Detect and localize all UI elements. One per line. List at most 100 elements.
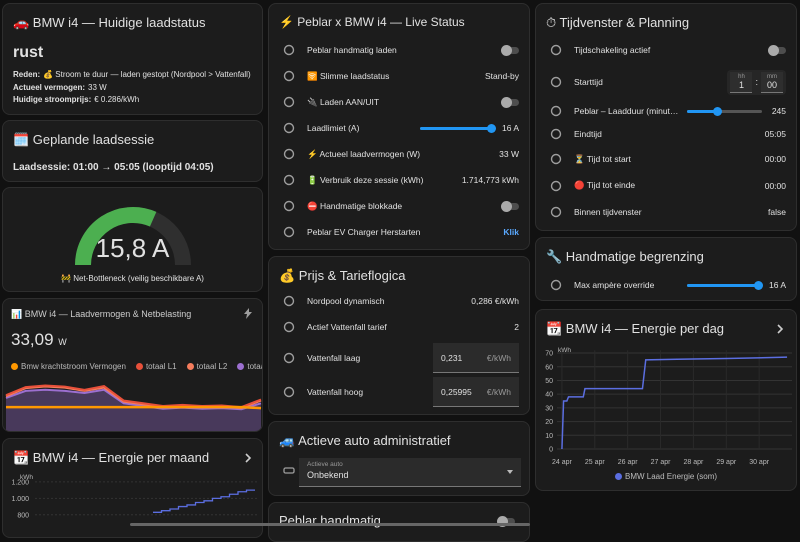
row-icon bbox=[283, 295, 295, 307]
time-field-value: 1 bbox=[738, 79, 744, 90]
row-icon bbox=[283, 122, 295, 134]
y-tick-label: 60 bbox=[545, 364, 553, 371]
entity-name: Nordpool dynamisch bbox=[307, 296, 385, 306]
entity-row: Vattenfall hoog 0,25995 €/kWh bbox=[269, 376, 529, 408]
entity-name: Actief Vattenfall tarief bbox=[307, 322, 387, 332]
entity-row: Nordpool dynamisch 0,286 €/kWh bbox=[269, 288, 529, 314]
icon-shape bbox=[283, 70, 295, 82]
series-line bbox=[6, 405, 262, 410]
toggle[interactable] bbox=[501, 96, 519, 108]
row-icon bbox=[550, 128, 562, 139]
select[interactable]: Actieve auto Onbekend bbox=[299, 458, 521, 487]
entity-value: 2 bbox=[514, 322, 519, 332]
charge-state: rust bbox=[13, 44, 44, 61]
month-card: 📆 BMW i4 — Energie per maand kWh 1.200 1.0… bbox=[2, 438, 263, 538]
rows: Tijdschakeling actief Starttijd hh 1: mm 00 Pe… bbox=[536, 37, 796, 225]
entity-row: Peblar handmatig laden bbox=[269, 37, 529, 63]
number-input[interactable]: 0,231 €/kWh bbox=[433, 343, 519, 373]
entity-name: 🔋 Verbruik deze sessie (kWh) bbox=[307, 174, 424, 185]
entity-row: ⏳ Tijd tot start 00:00 bbox=[536, 146, 796, 172]
toggle-knob bbox=[501, 96, 512, 108]
icon-shape bbox=[550, 279, 562, 291]
action-button[interactable]: Klik bbox=[503, 227, 519, 237]
row-icon bbox=[283, 200, 295, 212]
entity-row: ⛔ Handmatige blokkade bbox=[269, 193, 529, 219]
legend: BMW Laad Energie (som) bbox=[536, 472, 796, 481]
card-title: 💰 Prijs & Tarieflogica bbox=[279, 268, 406, 283]
icon-shape bbox=[283, 122, 295, 134]
slider-knob[interactable] bbox=[487, 123, 497, 133]
y-tick-label: 70 bbox=[545, 351, 553, 358]
detail-label: Huidige stroomprijs: bbox=[13, 95, 92, 104]
entity-row: Binnen tijdvenster false bbox=[536, 199, 796, 225]
time-field-value: 00 bbox=[766, 79, 777, 90]
icon-shape bbox=[283, 226, 295, 238]
series-line bbox=[5, 384, 262, 409]
select-label: Actieve auto bbox=[307, 461, 343, 468]
entity-value: 00:00 bbox=[764, 154, 786, 164]
x-tick-label: 27 apr bbox=[651, 459, 672, 466]
entity-value: 0,286 €/kWh bbox=[471, 296, 519, 306]
entity-name: Tijdschakeling actief bbox=[574, 45, 651, 55]
x-tick-label: 26 apr bbox=[618, 459, 639, 466]
details: Reden: 💰 Stroom te duur — laden gestopt (… bbox=[13, 69, 251, 107]
entity-row: Starttijd hh 1: mm 00 bbox=[536, 63, 796, 101]
icon-shape bbox=[550, 76, 562, 88]
entity-name: Peblar handmatig laden bbox=[307, 45, 397, 55]
x-tick-label: 30 apr bbox=[749, 459, 770, 466]
icon-shape bbox=[550, 105, 562, 117]
entity-row: ⚡ Actueel laadvermogen (W) 33 W bbox=[269, 141, 529, 167]
chevron[interactable] bbox=[245, 453, 252, 463]
slider-track[interactable] bbox=[687, 106, 762, 116]
entity-value: 1.714,773 kWh bbox=[461, 175, 519, 185]
y-tick-label: 0 bbox=[549, 447, 553, 454]
row-icon bbox=[550, 44, 562, 56]
toggle[interactable] bbox=[497, 516, 515, 527]
icon-shape bbox=[550, 153, 562, 165]
day-card: 📆 BMW i4 — Energie per dag kWh 0 10 20 30 40 5… bbox=[535, 309, 797, 491]
y-tick-label: 10 bbox=[545, 433, 553, 440]
icon-shape bbox=[283, 174, 295, 186]
detail-line: Actueel vermogen: 33 W bbox=[13, 82, 251, 95]
slider-track[interactable] bbox=[420, 123, 497, 133]
detail-line: Reden: 💰 Stroom te duur — laden gestopt (… bbox=[13, 69, 251, 82]
slider-knob[interactable] bbox=[754, 280, 764, 290]
toggle[interactable] bbox=[501, 44, 519, 56]
series-line bbox=[561, 356, 788, 450]
row-icon bbox=[550, 180, 562, 191]
toggle[interactable] bbox=[768, 44, 786, 56]
chevron[interactable] bbox=[777, 324, 784, 334]
scrollbar[interactable] bbox=[130, 523, 530, 526]
price-card: 💰 Prijs & Tarieflogica Nordpool dynamisc… bbox=[268, 256, 530, 415]
time-field[interactable]: mm 00 bbox=[761, 71, 783, 93]
entity-name: ⏳ Tijd tot start bbox=[574, 153, 631, 164]
entity-name: ⚡ Actueel laadvermogen (W) bbox=[307, 148, 421, 159]
legend-item: totaal L1 bbox=[135, 362, 177, 371]
icon-shape bbox=[283, 148, 295, 160]
axis-unit: kWh bbox=[20, 474, 33, 481]
entity-row: 🔌 Laden AAN/UIT bbox=[269, 89, 529, 115]
number-input[interactable]: 0,25995 €/kWh bbox=[433, 377, 519, 407]
car-icon bbox=[283, 467, 295, 474]
current-power: 33,09 W bbox=[11, 330, 67, 350]
slider-fill bbox=[687, 283, 759, 287]
dashboard: 🚗 BMW i4 — Huidige laadstatus rust Reden… bbox=[2, 3, 797, 542]
card-title: 🗓️ Geplande laadsessie bbox=[13, 132, 155, 147]
slider-track[interactable] bbox=[687, 280, 764, 290]
time-field[interactable]: hh 1 bbox=[730, 71, 753, 93]
gauge-value: 15,8 A bbox=[95, 233, 170, 263]
slider-knob[interactable] bbox=[713, 106, 723, 116]
toggle[interactable] bbox=[501, 200, 519, 212]
entity-name: Laadlimiet (A) bbox=[307, 123, 360, 133]
card-title: 📊 BMW i4 — Laadvermogen & Netbelasting bbox=[11, 309, 192, 319]
time-card: ⏱ Tijdvenster & Planning Tijdschakeling … bbox=[535, 3, 797, 231]
detail-value: 33 W bbox=[88, 82, 107, 92]
icon-shape bbox=[283, 44, 295, 56]
entity-row: Vattenfall laag 0,231 €/kWh bbox=[269, 340, 529, 376]
slider-value: 245 bbox=[771, 106, 786, 116]
entity-name: Vattenfall laag bbox=[307, 353, 361, 363]
power-card: 📊 BMW i4 — Laadvermogen & Netbelasting 3… bbox=[2, 298, 263, 432]
detail-value: 💰 Stroom te duur — laden gestopt (Nordpo… bbox=[43, 70, 251, 79]
slider-value: 16 A bbox=[501, 123, 519, 133]
slider-value: 16 A bbox=[768, 280, 786, 290]
